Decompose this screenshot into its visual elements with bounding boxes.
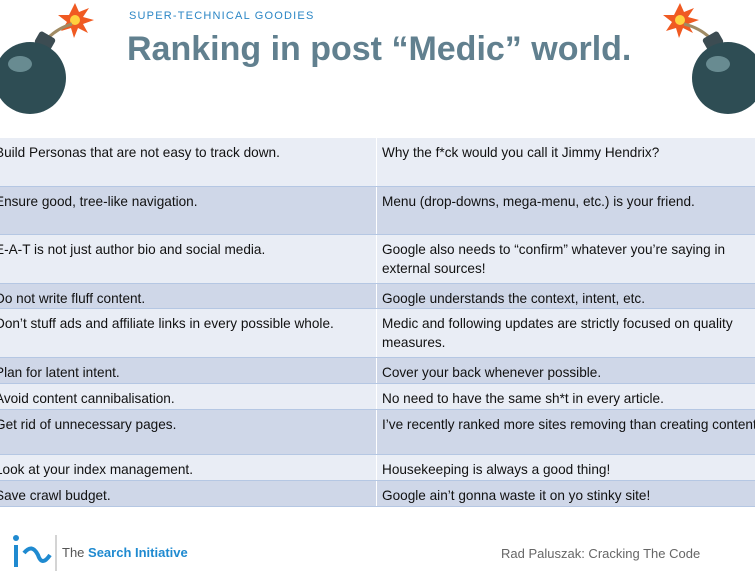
table-cell: Menu (drop-downs, mega-menu, etc.) is yo… xyxy=(382,194,695,209)
table-row: Look at your index management. Housekeepi… xyxy=(0,455,755,481)
kicker: SUPER-TECHNICAL GOODIES xyxy=(129,10,315,22)
table-cell: E-A-T is not just author bio and social … xyxy=(0,235,377,283)
table-cell: Housekeeping is always a good thing! xyxy=(382,462,611,477)
table-cell: Avoid content cannibalisation. xyxy=(0,384,377,409)
table-row: Get rid of unnecessary pages. I’ve recent… xyxy=(0,410,755,455)
table-cell: Why the f*ck would you call it Jimmy Hen… xyxy=(382,145,660,160)
table-row: Avoid content cannibalisation. No need to… xyxy=(0,384,755,410)
table-cell: Cover your back whenever possible. xyxy=(382,365,602,380)
table-row: Don’t stuff ads and affiliate links in e… xyxy=(0,309,755,358)
table-cell: Don’t stuff ads and affiliate links in e… xyxy=(0,309,377,357)
table-cell: Google also needs to “confirm” whatever … xyxy=(382,242,726,276)
table-cell: Google ain’t gonna waste it on yo stinky… xyxy=(382,488,651,503)
logo-text: The Search Initiative xyxy=(62,545,188,560)
table-cell: Google understands the context, intent, … xyxy=(382,291,645,306)
table-cell: Look at your index management. xyxy=(0,455,377,480)
slide-title: Ranking in post “Medic” world. xyxy=(127,30,632,68)
table-cell: No need to have the same sh*t in every a… xyxy=(382,391,664,406)
table-row: E-A-T is not just author bio and social … xyxy=(0,235,755,284)
table-cell: Medic and following updates are strictly… xyxy=(382,316,733,350)
bomb-right xyxy=(663,3,755,114)
decorations xyxy=(0,3,755,114)
table-cell: Plan for latent intent. xyxy=(0,358,377,383)
table-cell: Build Personas that are not easy to trac… xyxy=(0,138,377,186)
table: Build Personas that are not easy to trac… xyxy=(0,138,755,507)
table-row: Do not write fluff content. Google unders… xyxy=(0,284,755,309)
bomb-left xyxy=(0,3,94,114)
table-cell: Do not write fluff content. xyxy=(0,284,377,308)
table-cell: Save crawl budget. xyxy=(0,481,377,506)
credit: Rad Paluszak: Cracking The Code xyxy=(501,546,701,561)
logo-icon xyxy=(13,535,57,571)
logo-name: Search Initiative xyxy=(88,545,188,560)
table-cell: Ensure good, tree-like navigation. xyxy=(0,187,377,234)
table-row: Ensure good, tree-like navigation. Menu (… xyxy=(0,187,755,235)
table-row: Plan for latent intent. Cover your back w… xyxy=(0,358,755,384)
table-row: Save crawl budget. Google ain’t gonna was… xyxy=(0,481,755,507)
table-cell: Get rid of unnecessary pages. xyxy=(0,410,377,454)
table-row: Build Personas that are not easy to trac… xyxy=(0,138,755,187)
table-cell: I’ve recently ranked more sites removing… xyxy=(382,417,755,432)
logo-prefix: The xyxy=(62,545,85,560)
